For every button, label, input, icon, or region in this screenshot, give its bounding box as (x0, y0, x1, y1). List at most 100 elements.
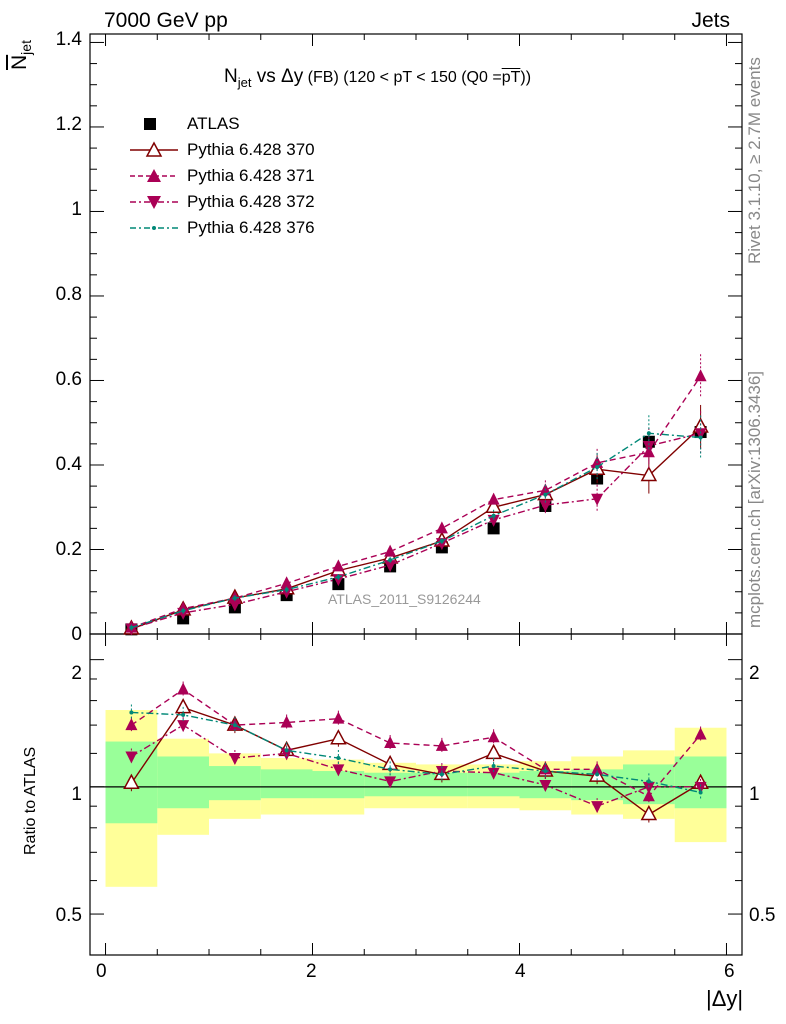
legend-marker-372 (130, 196, 178, 209)
main-point-371-4 (332, 559, 345, 572)
main-point-376-9 (595, 465, 600, 470)
band-inner-1 (157, 756, 210, 809)
main-point-371-5 (384, 544, 397, 557)
ratio-point-376-2 (232, 723, 237, 728)
legend-marker-371 (130, 169, 178, 182)
ratio-y-tick-1-right: 1 (749, 784, 760, 805)
main-line-376 (131, 432, 701, 629)
ratio-y-tick-05-left: 0.5 (55, 905, 82, 926)
ratio-point-372-5 (384, 776, 397, 789)
plot-title: Njet vs Δy (FB) (120 < pT < 150 (Q0 =pT)… (224, 66, 531, 90)
y-tick-1: 1 (71, 199, 82, 220)
ratio-line-371 (130, 688, 702, 798)
main-point-372-2 (228, 599, 241, 612)
main-point-372-8 (539, 500, 552, 513)
legend-label-atlas: ATLAS (187, 114, 240, 133)
main-point-371-7 (487, 492, 500, 505)
x-tick-4: 4 (515, 961, 526, 982)
ratio-point-372-2 (228, 753, 241, 766)
main-point-372-11 (694, 428, 707, 441)
ratio-point-371-0 (125, 718, 138, 731)
ratio-point-371-3 (280, 715, 293, 728)
ratio-point-370-4 (330, 729, 347, 745)
main-point-376-7 (491, 513, 496, 518)
ratio-point-372-0 (125, 751, 138, 764)
legend-item-371: Pythia 6.428 371 (130, 164, 350, 188)
x-axis-label: |Δy| (706, 986, 744, 1011)
y-axis-label-main: Njet (8, 40, 34, 70)
legend-marker-370 (130, 141, 178, 157)
x-tick-0: 0 (96, 961, 107, 982)
band-inner-3 (260, 769, 313, 799)
title-n: N (224, 66, 238, 87)
ratio-point-376-3 (284, 748, 289, 753)
y-tick-12: 1.2 (55, 114, 82, 135)
ratio-point-371-5 (384, 735, 397, 748)
legend-item-atlas: ATLAS (130, 112, 350, 136)
main-point-370-7 (485, 497, 502, 513)
title-sub: jet (237, 74, 252, 90)
y-tick-14: 1.4 (55, 29, 82, 50)
ratio-uncertainty-bands (90, 710, 742, 887)
main-series-group (123, 354, 709, 636)
y-tick-08: 0.8 (55, 284, 82, 305)
x-tick-6: 6 (724, 961, 735, 982)
ratio-point-372-1 (177, 720, 190, 733)
band-inner-6 (416, 772, 468, 797)
main-point-370-10 (640, 465, 658, 482)
ratio-point-371-11 (694, 727, 707, 740)
energy-label: 7000 GeV pp (104, 9, 228, 32)
ratio-point-370-7 (485, 743, 502, 760)
legend-item-370: Pythia 6.428 370 (130, 138, 350, 162)
title-vs: vs Δy (251, 66, 304, 87)
ratio-point-371-1 (177, 682, 190, 695)
ratio-point-371-6 (435, 738, 448, 751)
ratio-point-376-0 (129, 710, 134, 715)
legend-label-372: Pythia 6.428 372 (187, 192, 315, 211)
band-inner-2 (209, 766, 261, 801)
y-tick-04: 0.4 (55, 454, 82, 475)
ratio-y-tick-2-left: 2 (71, 663, 82, 684)
legend-label-370: Pythia 6.428 370 (187, 140, 315, 159)
ylabel-n: N (8, 54, 31, 70)
ratio-point-372-4 (332, 764, 345, 777)
legend-label-376: Pythia 6.428 376 (187, 218, 315, 237)
ratio-point-376-9 (595, 772, 600, 777)
ratio-point-370-0 (123, 773, 140, 789)
main-point-371-11 (694, 369, 707, 382)
main-point-372-1 (177, 607, 190, 620)
y-axis-label-ratio: Ratio to ATLAS (22, 746, 39, 855)
main-point-376-1 (181, 608, 186, 613)
main-point-376-4 (336, 574, 341, 579)
y-tick-06: 0.6 (55, 369, 82, 390)
main-point-376-8 (543, 492, 548, 497)
main-point-376-11 (698, 435, 703, 440)
main-point-372-10 (642, 440, 655, 453)
band-inner-7 (467, 772, 520, 797)
main-point-372-9 (591, 493, 604, 506)
ratio-point-371-7 (487, 730, 500, 743)
ratio-point-372-7 (487, 767, 500, 780)
main-point-376-0 (129, 625, 134, 630)
ratio-y-tick-2-right: 2 (749, 663, 760, 684)
main-point-376-5 (388, 558, 393, 563)
main-atlas-point-7 (487, 522, 500, 535)
main-line-372 (131, 432, 701, 630)
y-tick-0: 0 (71, 624, 82, 645)
ratio-point-376-4 (336, 756, 341, 761)
main-point-376-3 (284, 587, 289, 592)
ratio-point-376-6 (439, 772, 444, 777)
ratio-point-372-10 (642, 781, 655, 794)
main-point-371-6 (435, 521, 448, 534)
ratio-point-372-11 (694, 781, 707, 794)
ratio-point-372-9 (591, 801, 604, 814)
ratio-series-group (123, 681, 709, 823)
ratio-y-tick-1-left: 1 (71, 784, 82, 805)
main-point-371-3 (280, 576, 293, 589)
legend-marker-376 (130, 226, 178, 230)
title-overline: pT (501, 69, 521, 86)
x-tick-2: 2 (306, 961, 317, 982)
main-line-370 (131, 426, 702, 630)
rivet-info: Rivet 3.1.10, ≥ 2.7M events (745, 57, 764, 264)
ratio-point-376-1 (181, 712, 186, 717)
